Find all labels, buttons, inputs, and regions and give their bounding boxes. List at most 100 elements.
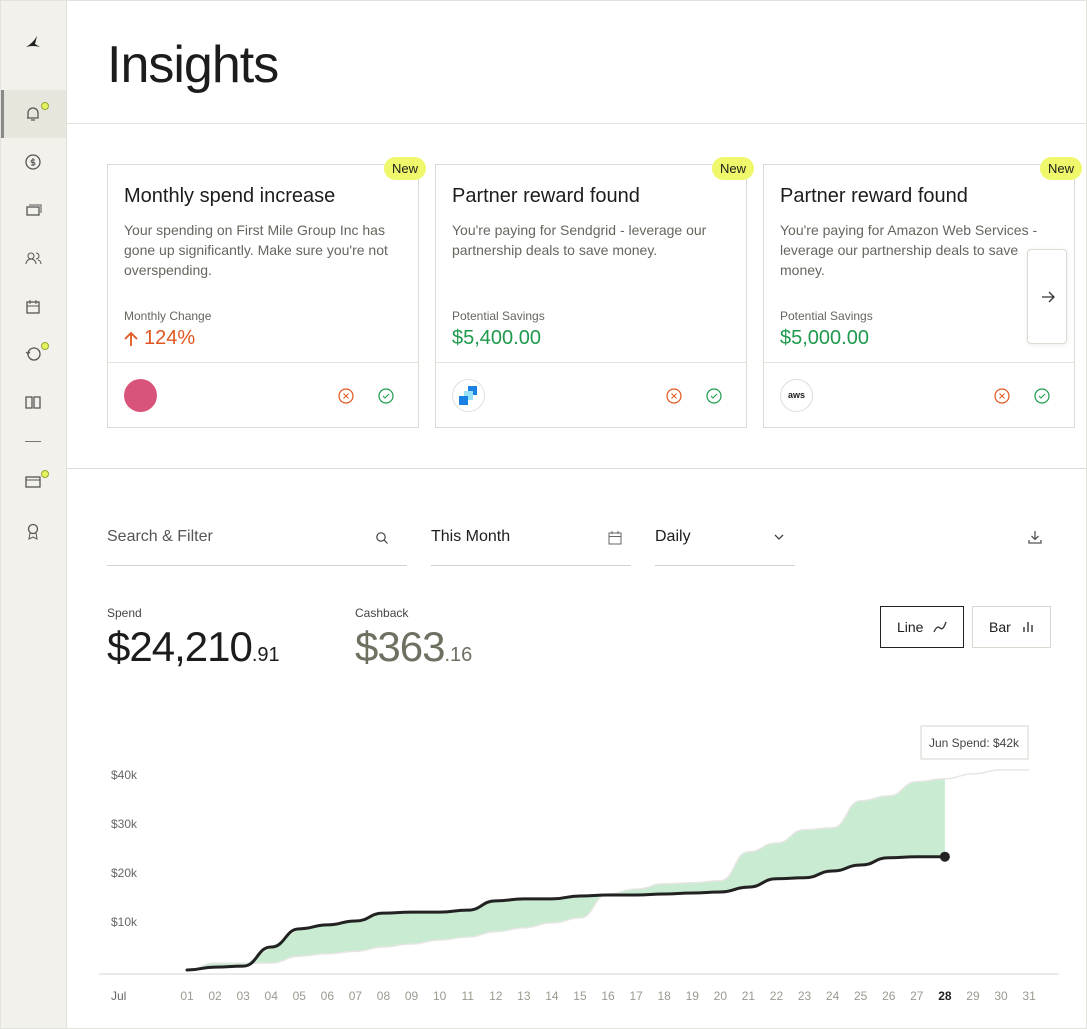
interval-select[interactable]: Daily [655,521,795,566]
aws-logo: aws [780,379,813,412]
cashback-cents: .16 [444,644,473,666]
x-tick-label: 17 [629,989,643,1003]
card-title: Partner reward found [452,185,640,207]
current-line [185,855,947,972]
nav-insights[interactable] [23,104,43,124]
x-tick-label: 05 [293,989,307,1003]
x-tick-label: 01 [180,989,194,1003]
nav-calendar[interactable] [23,297,43,317]
badge: New [711,157,754,180]
badge-dot [41,470,49,478]
insight-card: New Partner reward found You're paying f… [435,157,754,428]
x-tick-label: 04 [265,989,279,1003]
card-title: Monthly spend increase [124,185,336,207]
accept-button[interactable] [705,387,723,405]
x-tick-label: 30 [994,989,1008,1003]
dismiss-button[interactable] [993,387,1011,405]
dismiss-button[interactable] [337,387,355,405]
nav-cashback[interactable] [23,344,43,364]
y-tick-label: $30k [111,817,138,831]
x-tick-label: 09 [405,989,419,1003]
x-tick-label: 31 [1022,989,1036,1003]
up-arrow [124,331,138,346]
annotation-box [920,725,1029,760]
nav-payments[interactable] [23,152,43,172]
x-tick-label: 11 [461,989,474,1003]
card-divider [764,362,1074,363]
calendar-icon [608,531,622,545]
annotation-text: Jun Spend: $42k [929,736,1020,750]
date-filter[interactable]: This Month [431,521,631,566]
insight-card: New Monthly spend increase Your spending… [107,157,426,428]
current-point [939,851,950,862]
badge-dot [41,342,49,350]
active-nav [1,90,66,138]
accept-button[interactable] [1033,387,1051,405]
badge: New [1039,157,1082,180]
x-tick-label: 21 [742,989,756,1003]
download-button[interactable] [1027,529,1043,545]
nav-team[interactable] [23,248,43,268]
spend-label: Spend [107,606,142,620]
bar-icon [1023,622,1033,632]
x-tick-label: 08 [377,989,391,1003]
interval-value: Daily [655,528,691,545]
nav-separator [25,441,41,442]
x-tick-label: 02 [208,989,222,1003]
x-tick-label: 12 [489,989,503,1003]
metric-value: 124% [144,327,196,349]
accept-button[interactable] [377,387,395,405]
x-tick-label: 15 [573,989,587,1003]
cashback-label: Cashback [355,606,409,620]
x-tick-label: 24 [826,989,840,1003]
insight-card: New Partner reward found You're paying f… [763,157,1082,428]
x-tick-label: 14 [545,989,559,1003]
x-tick-label: 10 [433,989,447,1003]
x-tick-label: 25 [854,989,868,1003]
spend-cents: .91 [251,644,280,666]
toggle-label: Line [897,619,924,635]
gap-area [187,778,945,971]
header-divider [67,123,1087,124]
metric-label: Potential Savings [780,309,873,323]
x-tick-label: 29 [966,989,980,1003]
nav-docs[interactable] [23,392,43,412]
section-divider [67,468,1087,469]
metric-label: Monthly Change [124,309,212,323]
nav-rewards[interactable] [23,521,43,541]
nav-billing[interactable] [23,472,43,492]
metric-value: $5,000.00 [780,327,869,349]
search-icon [376,532,388,544]
search-placeholder: Search & Filter [107,528,213,545]
date-value: This Month [431,528,511,545]
logo [26,36,40,47]
cashback-amount: $363.16 [355,623,472,671]
toggle-label: Bar [989,619,1011,635]
dismiss-button[interactable] [665,387,683,405]
page-title: Insights [107,36,279,94]
x-tick-label: 22 [770,989,784,1003]
nav-cards[interactable] [23,200,43,220]
chevron-icon [774,534,784,540]
badge: New [383,157,426,180]
next-button[interactable] [1027,249,1067,344]
sidebar [1,1,67,1028]
card-description: You're paying for Sendgrid - leverage ou… [452,222,707,258]
y-tick-label: $20k [111,866,138,880]
search-input[interactable]: Search & Filter [107,521,407,566]
annotation: Jun Spend: $42k [920,725,1029,760]
x-tick-label: 19 [686,989,700,1003]
card-description: Your spending on First Mile Group Inc ha… [124,222,388,278]
line-icon [933,621,947,633]
merchant-logo [124,379,157,412]
period-label: Jul [111,989,126,1003]
spend-whole: $24,210 [107,623,253,670]
y-tick-label: $40k [111,768,138,782]
x-tick-label: 26 [882,989,896,1003]
x-tick-label: 28 [938,989,952,1003]
x-tick-label: 03 [236,989,250,1003]
x-tick-label: 16 [601,989,615,1003]
card-divider [108,362,418,363]
bar-toggle[interactable]: Bar [972,606,1051,648]
line-toggle[interactable]: Line [880,606,964,648]
